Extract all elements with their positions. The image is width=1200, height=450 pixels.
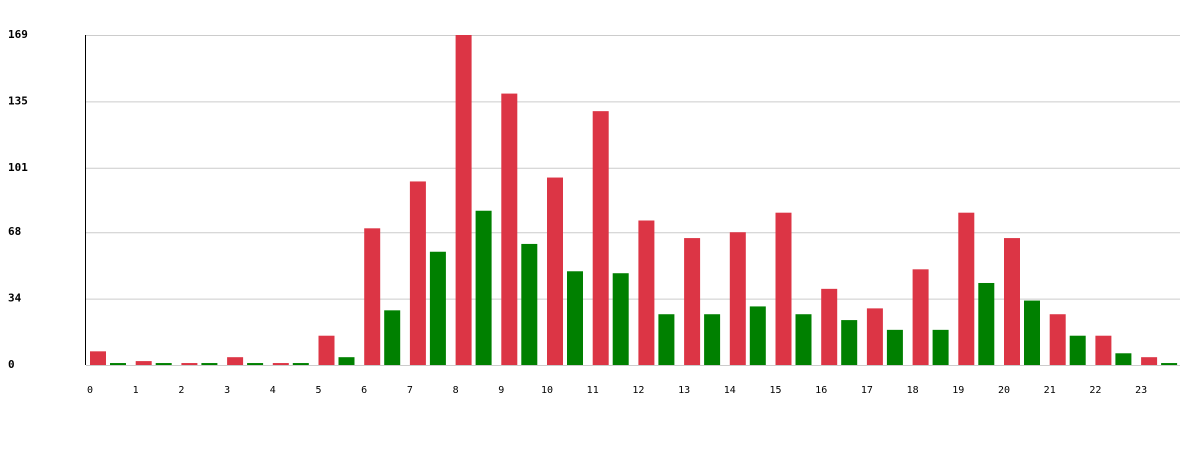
bar bbox=[749, 306, 766, 365]
x-tick-label: 1 bbox=[133, 385, 139, 396]
bar bbox=[547, 177, 563, 365]
x-tick-label: 10 bbox=[541, 385, 553, 396]
bar bbox=[318, 335, 335, 365]
y-tick-label: 0 bbox=[8, 358, 15, 371]
bar bbox=[90, 351, 106, 365]
x-tick-label: 7 bbox=[407, 385, 413, 396]
bar bbox=[1161, 363, 1178, 365]
bar bbox=[886, 329, 903, 365]
bar bbox=[704, 314, 721, 365]
bar bbox=[409, 181, 426, 365]
bar bbox=[684, 238, 701, 365]
bar bbox=[1141, 357, 1158, 365]
x-tick-label: 2 bbox=[178, 385, 184, 396]
x-tick-label: 13 bbox=[678, 385, 690, 396]
x-tick-label: 15 bbox=[769, 385, 781, 396]
bar bbox=[364, 228, 381, 365]
y-tick-label: 135 bbox=[8, 94, 28, 107]
x-tick-label: 6 bbox=[361, 385, 367, 396]
bar bbox=[1004, 238, 1020, 365]
bar bbox=[775, 212, 792, 365]
bar bbox=[429, 251, 446, 365]
y-tick-label: 68 bbox=[8, 225, 21, 238]
bar bbox=[592, 111, 609, 366]
y-tick-label: 169 bbox=[8, 28, 28, 41]
x-tick-label: 16 bbox=[815, 385, 827, 396]
x-tick-label: 8 bbox=[453, 385, 459, 396]
bar bbox=[272, 363, 289, 365]
y-tick-label: 34 bbox=[8, 292, 22, 305]
bar bbox=[1024, 300, 1040, 365]
bar bbox=[1049, 314, 1066, 365]
bar bbox=[1095, 335, 1112, 365]
bar bbox=[201, 363, 218, 365]
bar bbox=[729, 232, 746, 365]
bar bbox=[795, 314, 812, 365]
bar bbox=[155, 363, 172, 365]
bar bbox=[932, 329, 949, 365]
bar bbox=[521, 243, 538, 365]
bar bbox=[292, 363, 309, 365]
bar bbox=[1115, 353, 1132, 365]
x-tick-label: 18 bbox=[907, 385, 919, 396]
bar bbox=[247, 363, 264, 365]
bar bbox=[455, 35, 472, 365]
x-tick-label: 12 bbox=[632, 385, 644, 396]
x-tick-label: 19 bbox=[952, 385, 964, 396]
x-tick-label: 5 bbox=[315, 385, 321, 396]
x-tick-label: 20 bbox=[998, 385, 1010, 396]
bar bbox=[821, 288, 838, 365]
bar bbox=[567, 271, 583, 365]
bar bbox=[181, 363, 198, 365]
bar bbox=[638, 220, 655, 365]
bar bbox=[841, 320, 858, 365]
x-tick-label: 21 bbox=[1044, 385, 1056, 396]
bar bbox=[1069, 335, 1086, 365]
bar bbox=[227, 357, 244, 365]
bar bbox=[912, 269, 929, 365]
x-tick-label: 14 bbox=[724, 385, 736, 396]
bar bbox=[958, 212, 975, 365]
x-tick-label: 4 bbox=[270, 385, 276, 396]
bar bbox=[612, 273, 629, 365]
bar bbox=[866, 308, 883, 365]
x-tick-label: 17 bbox=[861, 385, 873, 396]
bar bbox=[501, 93, 518, 365]
x-tick-label: 9 bbox=[498, 385, 504, 396]
bar bbox=[110, 363, 126, 365]
bar bbox=[978, 282, 995, 365]
x-tick-label: 23 bbox=[1135, 385, 1147, 396]
bar bbox=[384, 310, 401, 365]
y-tick-label: 101 bbox=[8, 161, 28, 174]
bar bbox=[658, 314, 675, 365]
x-tick-label: 0 bbox=[87, 385, 93, 396]
bar bbox=[338, 357, 355, 365]
x-tick-label: 11 bbox=[587, 385, 599, 396]
x-tick-label: 3 bbox=[224, 385, 230, 396]
x-tick-label: 22 bbox=[1089, 385, 1101, 396]
bar bbox=[135, 361, 152, 365]
bar bbox=[475, 210, 492, 365]
